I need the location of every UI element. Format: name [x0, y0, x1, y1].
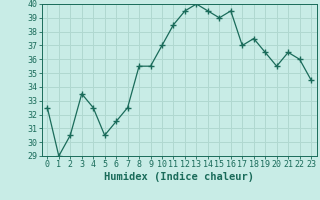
X-axis label: Humidex (Indice chaleur): Humidex (Indice chaleur)	[104, 172, 254, 182]
